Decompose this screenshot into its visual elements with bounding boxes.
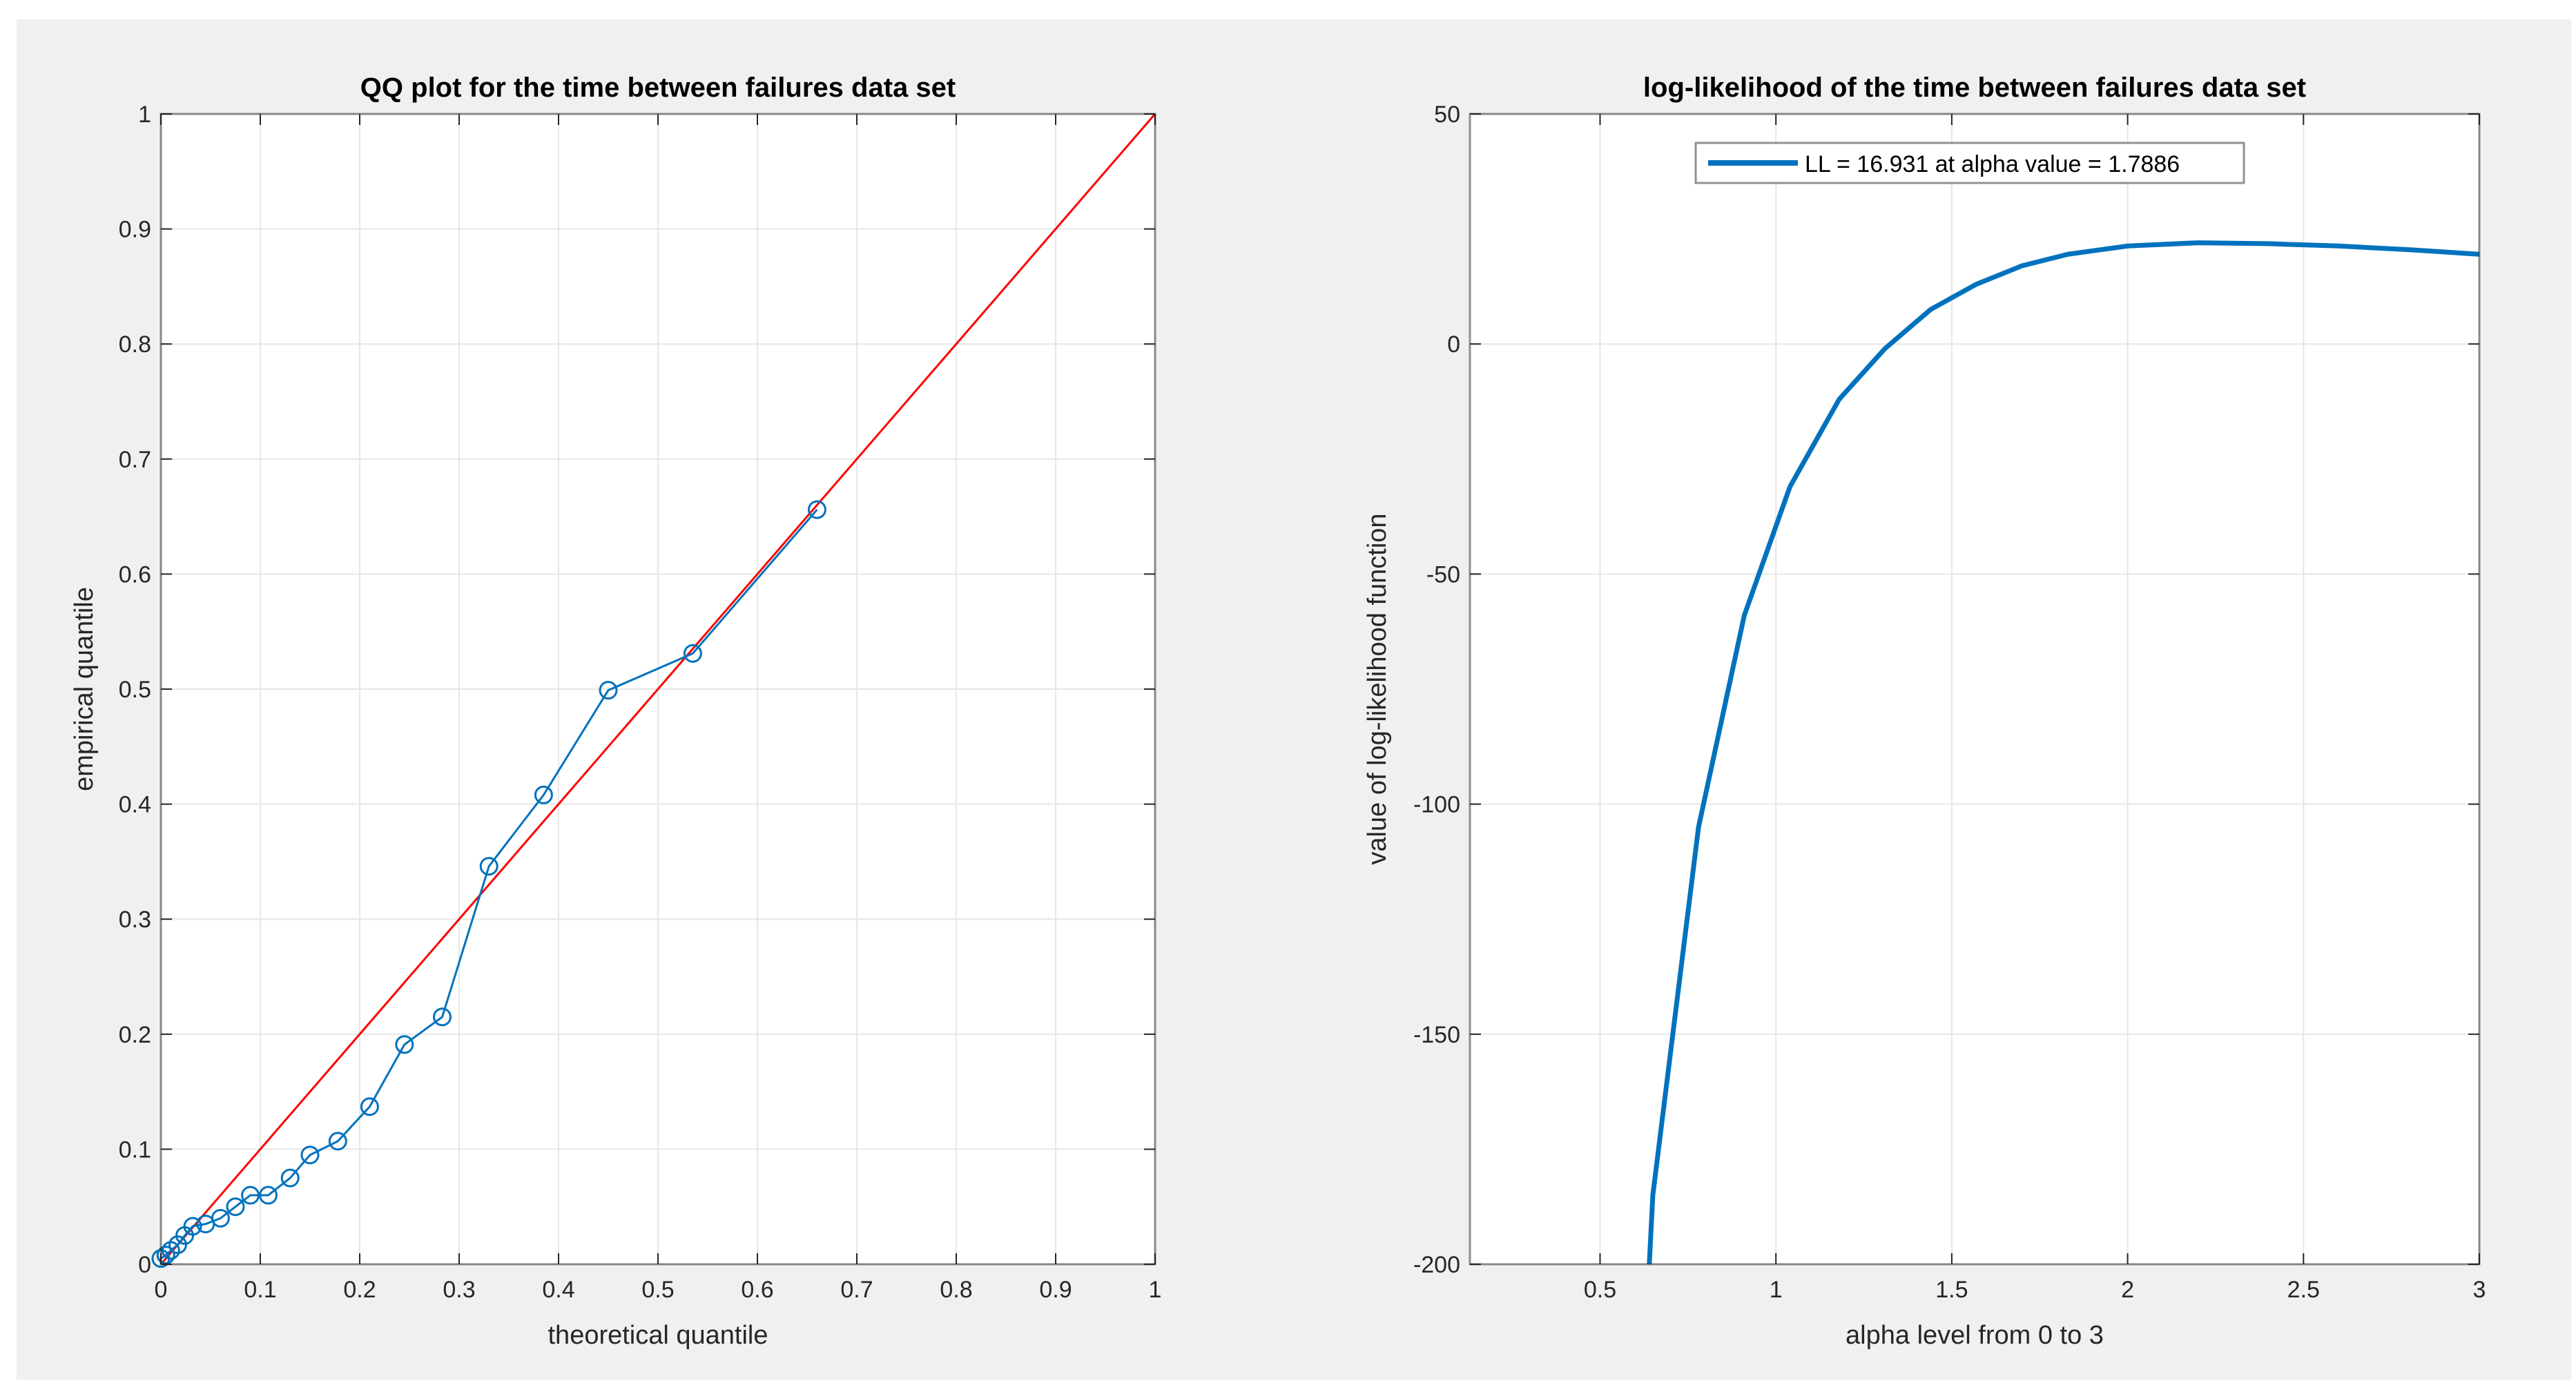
data-point-marker bbox=[807, 500, 826, 519]
legend-label: LL = 16.931 at alpha value = 1.7886 bbox=[1805, 151, 2180, 177]
figure-window: 0 0.1 0.2 0.3 0.4 0.5 0.6 0.7 0.8 0.9 1 0 0.1 0.2 0.3 0… bbox=[17, 19, 2571, 1380]
data-point-marker bbox=[241, 1186, 260, 1205]
loglik-legend[interactable]: LL = 16.931 at alpha value = 1.7886 bbox=[1694, 142, 2245, 184]
x-tick-label: 1 bbox=[1149, 1277, 1162, 1303]
y-tick-label: 0.4 bbox=[119, 792, 151, 818]
loglik-plot-axes[interactable]: 0.5 1 1.5 2 2.5 3 -200 -150 -100 -50 0 50 log-likel… bbox=[1363, 72, 2486, 1350]
loglik-plot-title: log-likelihood of the time between failu… bbox=[1643, 72, 2306, 103]
loglik-y-axis-label: value of log-likelihood function bbox=[1363, 513, 1392, 864]
qq-series bbox=[151, 113, 1156, 1268]
qq-y-axis-label: empirical quantile bbox=[70, 587, 99, 791]
series-line bbox=[160, 509, 818, 1259]
x-tick-label: 0.3 bbox=[443, 1277, 475, 1303]
y-tick-label: 50 bbox=[1434, 102, 1460, 128]
qq-x-axis-label: theoretical quantile bbox=[548, 1321, 768, 1350]
x-tick-label: 1 bbox=[1770, 1277, 1783, 1303]
x-tick-label: 0 bbox=[155, 1277, 168, 1303]
x-tick-label: 0.1 bbox=[244, 1277, 276, 1303]
y-tick-label: 1 bbox=[138, 102, 151, 128]
y-tick-label: 0 bbox=[1447, 331, 1460, 358]
loglik-tick-labels: 0.5 1 1.5 2 2.5 3 -200 -150 -100 -50 0 50 bbox=[1413, 102, 2486, 1303]
y-tick-label: -150 bbox=[1413, 1022, 1460, 1048]
x-tick-label: 3 bbox=[2473, 1277, 2486, 1303]
y-tick-label: 0.3 bbox=[119, 907, 151, 933]
qq-tick-labels: 0 0.1 0.2 0.3 0.4 0.5 0.6 0.7 0.8 0.9 1 0 0.1 0.2 0.3 0… bbox=[119, 102, 1162, 1303]
x-tick-label: 0.7 bbox=[840, 1277, 873, 1303]
data-point-marker bbox=[479, 857, 498, 876]
y-tick-label: 0.5 bbox=[119, 677, 151, 703]
data-point-marker bbox=[395, 1035, 414, 1054]
y-tick-label: 0.1 bbox=[119, 1137, 151, 1163]
y-tick-label: 0 bbox=[138, 1252, 151, 1278]
x-tick-label: 0.4 bbox=[542, 1277, 574, 1303]
x-tick-label: 0.2 bbox=[343, 1277, 376, 1303]
series-line bbox=[1647, 240, 2480, 1265]
x-tick-label: 0.5 bbox=[1584, 1277, 1616, 1303]
data-point-marker bbox=[360, 1097, 379, 1116]
data-point-marker bbox=[226, 1197, 245, 1217]
qq-plot-title: QQ plot for the time between failures da… bbox=[360, 72, 956, 103]
data-point-marker bbox=[183, 1217, 202, 1236]
data-point-marker bbox=[300, 1146, 320, 1165]
figure-canvas: 0 0.1 0.2 0.3 0.4 0.5 0.6 0.7 0.8 0.9 1 0 0.1 0.2 0.3 0… bbox=[70, 72, 2486, 1350]
x-tick-label: 1.5 bbox=[1935, 1277, 1968, 1303]
y-tick-label: 0.9 bbox=[119, 217, 151, 243]
data-point-marker bbox=[683, 644, 702, 663]
y-tick-label: -50 bbox=[1426, 561, 1460, 588]
data-point-marker bbox=[599, 681, 618, 700]
data-point-marker bbox=[433, 1007, 452, 1027]
qq-plot-axes[interactable]: 0 0.1 0.2 0.3 0.4 0.5 0.6 0.7 0.8 0.9 1 0 0.1 0.2 0.3 0… bbox=[70, 72, 1161, 1350]
loglik-axes-box bbox=[1469, 113, 2481, 1266]
loglik-series bbox=[1647, 240, 2480, 1265]
y-tick-label: 0.7 bbox=[119, 447, 151, 473]
data-point-marker bbox=[280, 1168, 300, 1188]
data-point-marker bbox=[211, 1208, 230, 1228]
x-tick-label: 0.6 bbox=[741, 1277, 773, 1303]
x-tick-label: 0.5 bbox=[641, 1277, 674, 1303]
y-tick-label: 0.2 bbox=[119, 1022, 151, 1048]
loglik-plot-area bbox=[1470, 114, 2479, 1264]
loglik-x-axis-label: alpha level from 0 to 3 bbox=[1846, 1321, 2104, 1350]
series-line bbox=[159, 113, 1156, 1265]
y-tick-label: -100 bbox=[1413, 792, 1460, 818]
x-tick-label: 2.5 bbox=[2287, 1277, 2320, 1303]
data-point-marker bbox=[328, 1132, 347, 1151]
y-tick-label: 0.8 bbox=[119, 331, 151, 358]
data-point-marker bbox=[534, 785, 553, 804]
data-point-marker bbox=[259, 1186, 278, 1205]
x-tick-label: 2 bbox=[2121, 1277, 2134, 1303]
x-tick-label: 0.9 bbox=[1039, 1277, 1072, 1303]
y-tick-label: 0.6 bbox=[119, 561, 151, 588]
y-tick-label: -200 bbox=[1413, 1252, 1460, 1278]
x-tick-label: 0.8 bbox=[940, 1277, 972, 1303]
